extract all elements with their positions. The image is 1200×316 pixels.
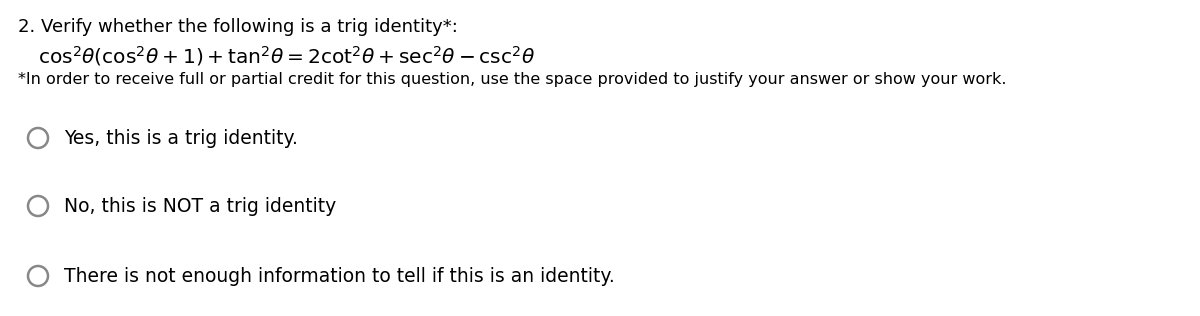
Text: $\cos^2\!\theta(\cos^2\!\theta + 1) + \tan^2\!\theta = 2\cot^2\!\theta + \sec^2\: $\cos^2\!\theta(\cos^2\!\theta + 1) + \t… (38, 44, 535, 68)
Text: 2. Verify whether the following is a trig identity*:: 2. Verify whether the following is a tri… (18, 18, 458, 36)
Text: *In order to receive full or partial credit for this question, use the space pro: *In order to receive full or partial cre… (18, 72, 1007, 87)
Text: No, this is NOT a trig identity: No, this is NOT a trig identity (64, 197, 336, 216)
Text: There is not enough information to tell if this is an identity.: There is not enough information to tell … (64, 266, 614, 285)
Text: Yes, this is a trig identity.: Yes, this is a trig identity. (64, 129, 298, 148)
